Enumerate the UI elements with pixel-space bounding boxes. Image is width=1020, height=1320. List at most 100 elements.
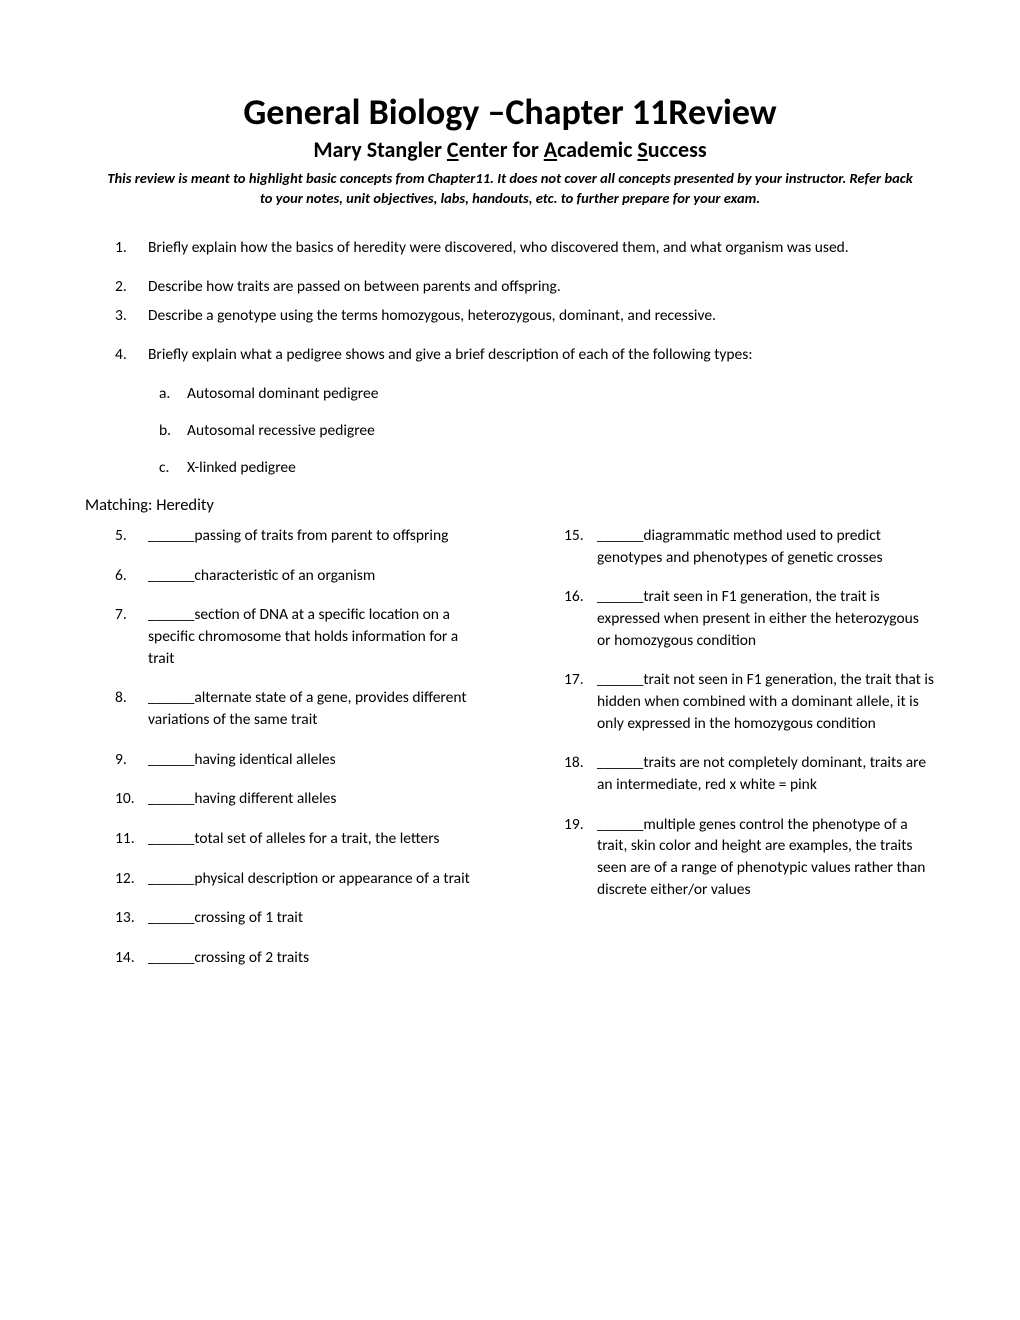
blank-line: ______ — [148, 789, 194, 808]
match-text: ______multiple genes control the phenoty… — [597, 814, 935, 901]
blank-line: ______ — [597, 526, 643, 545]
blank-line: ______ — [148, 908, 194, 927]
match-item: 5. ______passing of traits from parent t… — [85, 525, 486, 547]
match-number: 18. — [564, 752, 597, 795]
subtitle-part: Mary Stangler — [313, 136, 447, 163]
main-questions-list: 1. Briefly explain how the basics of her… — [85, 238, 935, 366]
blank-line: ______ — [148, 526, 194, 545]
match-definition: total set of alleles for a trait, the le… — [194, 829, 439, 848]
blank-line: ______ — [148, 750, 194, 769]
match-number: 8. — [115, 687, 148, 730]
match-number: 15. — [564, 525, 597, 568]
match-text: ______trait not seen in F1 generation, t… — [597, 669, 935, 734]
match-text: ______crossing of 2 traits — [148, 947, 486, 969]
subtitle-part: enter for — [459, 136, 544, 163]
sub-item: c. X-linked pedigree — [159, 458, 935, 477]
match-text: ______diagrammatic method used to predic… — [597, 525, 935, 568]
subtitle-underline-s: S — [637, 136, 647, 163]
match-definition: crossing of 1 trait — [194, 908, 303, 927]
sub-text: Autosomal dominant pedigree — [187, 384, 378, 403]
match-number: 12. — [115, 868, 148, 890]
sub-question-list: a. Autosomal dominant pedigree b. Autoso… — [85, 384, 935, 477]
matching-right-column: 15. ______diagrammatic method used to pr… — [534, 525, 935, 987]
match-definition: having different alleles — [194, 789, 336, 808]
match-text: ______trait seen in F1 generation, the t… — [597, 586, 935, 651]
document-title: General Biology –Chapter 11Review — [85, 90, 935, 134]
match-item: 12. ______physical description or appear… — [85, 868, 486, 890]
match-text: ______having different alleles — [148, 788, 486, 810]
subtitle-underline-a: A — [544, 136, 557, 163]
match-number: 9. — [115, 749, 148, 771]
question-number: 2. — [115, 277, 148, 298]
match-item: 19. ______multiple genes control the phe… — [534, 814, 935, 901]
match-item: 15. ______diagrammatic method used to pr… — [534, 525, 935, 568]
question-text: Describe a genotype using the terms homo… — [148, 306, 935, 327]
document-subtitle: Mary Stangler Center for Academic Succes… — [85, 136, 935, 163]
blank-line: ______ — [148, 829, 194, 848]
question-text: Describe how traits are passed on betwee… — [148, 277, 935, 298]
blank-line: ______ — [597, 670, 643, 689]
match-definition: passing of traits from parent to offspri… — [194, 526, 448, 545]
match-text: ______traits are not completely dominant… — [597, 752, 935, 795]
match-item: 18. ______traits are not completely domi… — [534, 752, 935, 795]
matching-heading: Matching: Heredity — [85, 495, 935, 515]
match-number: 7. — [115, 604, 148, 669]
match-text: ______alternate state of a gene, provide… — [148, 687, 486, 730]
match-number: 6. — [115, 565, 148, 587]
blank-line: ______ — [148, 688, 194, 707]
disclaimer-text: This review is meant to highlight basic … — [105, 169, 915, 208]
blank-line: ______ — [597, 587, 643, 606]
question-item: 3. Describe a genotype using the terms h… — [115, 306, 935, 327]
question-number: 3. — [115, 306, 148, 327]
sub-text: Autosomal recessive pedigree — [187, 421, 375, 440]
sub-letter: c. — [159, 458, 187, 477]
blank-line: ______ — [148, 948, 194, 967]
match-definition: physical description or appearance of a … — [194, 869, 470, 888]
match-number: 14. — [115, 947, 148, 969]
match-definition: having identical alleles — [194, 750, 335, 769]
question-number: 4. — [115, 345, 148, 366]
match-text: ______having identical alleles — [148, 749, 486, 771]
match-item: 9. ______having identical alleles — [85, 749, 486, 771]
sub-letter: b. — [159, 421, 187, 440]
match-definition: multiple genes control the phenotype of … — [597, 815, 925, 899]
question-item: 2. Describe how traits are passed on bet… — [115, 277, 935, 298]
match-text: ______passing of traits from parent to o… — [148, 525, 486, 547]
sub-letter: a. — [159, 384, 187, 403]
match-item: 6. ______characteristic of an organism — [85, 565, 486, 587]
match-definition: section of DNA at a specific location on… — [148, 605, 458, 667]
match-definition: crossing of 2 traits — [194, 948, 309, 967]
match-definition: alternate state of a gene, provides diff… — [148, 688, 467, 729]
subtitle-part: uccess — [648, 136, 707, 163]
match-number: 13. — [115, 907, 148, 929]
match-definition: trait seen in F1 generation, the trait i… — [597, 587, 919, 649]
match-definition: characteristic of an organism — [194, 566, 375, 585]
match-definition: trait not seen in F1 generation, the tra… — [597, 670, 934, 732]
match-number: 11. — [115, 828, 148, 850]
match-number: 17. — [564, 669, 597, 734]
sub-item: a. Autosomal dominant pedigree — [159, 384, 935, 403]
question-item: 1. Briefly explain how the basics of her… — [115, 238, 935, 259]
blank-line: ______ — [597, 815, 643, 834]
blank-line: ______ — [597, 753, 643, 772]
question-text: Briefly explain how the basics of heredi… — [148, 238, 935, 259]
question-text: Briefly explain what a pedigree shows an… — [148, 345, 935, 366]
match-item: 16. ______trait seen in F1 generation, t… — [534, 586, 935, 651]
match-number: 10. — [115, 788, 148, 810]
blank-line: ______ — [148, 566, 194, 585]
match-definition: traits are not completely dominant, trai… — [597, 753, 926, 794]
sub-text: X-linked pedigree — [187, 458, 296, 477]
match-number: 5. — [115, 525, 148, 547]
match-text: ______total set of alleles for a trait, … — [148, 828, 486, 850]
match-item: 13. ______crossing of 1 trait — [85, 907, 486, 929]
blank-line: ______ — [148, 869, 194, 888]
match-text: ______crossing of 1 trait — [148, 907, 486, 929]
match-number: 19. — [564, 814, 597, 901]
matching-left-column: 5. ______passing of traits from parent t… — [85, 525, 486, 987]
match-item: 17. ______trait not seen in F1 generatio… — [534, 669, 935, 734]
match-text: ______characteristic of an organism — [148, 565, 486, 587]
sub-item: b. Autosomal recessive pedigree — [159, 421, 935, 440]
match-text: ______physical description or appearance… — [148, 868, 486, 890]
matching-columns: 5. ______passing of traits from parent t… — [85, 525, 935, 987]
subtitle-part: cademic — [557, 136, 637, 163]
